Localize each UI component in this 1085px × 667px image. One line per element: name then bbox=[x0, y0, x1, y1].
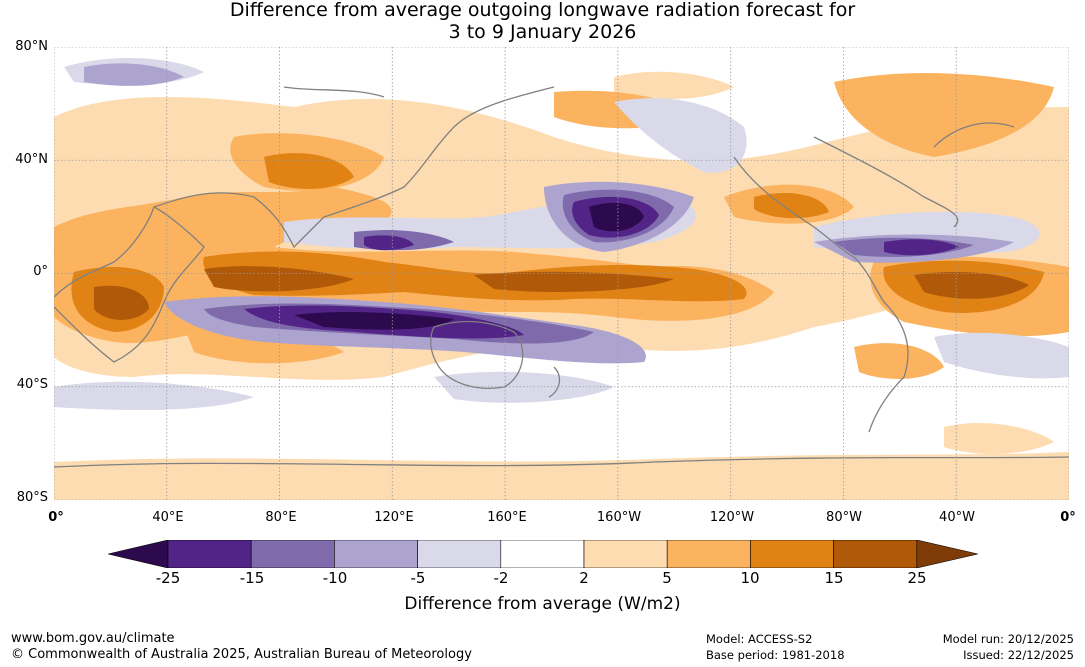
colorbar-segment-p10_p15 bbox=[750, 540, 834, 568]
colorbar-tick: -10 bbox=[322, 569, 348, 587]
colorbar bbox=[108, 540, 978, 568]
lon-label-160e: 160°E bbox=[487, 510, 527, 525]
colorbar-tick: -5 bbox=[410, 569, 426, 587]
lon-label-0-left: 0° bbox=[48, 510, 64, 525]
map-title-line-1: Difference from average outgoing longwav… bbox=[229, 0, 856, 21]
colorbar-tick: 10 bbox=[740, 569, 760, 587]
colorbar-arrow-low bbox=[108, 540, 169, 568]
map-title-line-2: 3 to 9 January 2026 bbox=[448, 21, 637, 43]
colorbar-segment-p5_p10 bbox=[666, 540, 751, 568]
colorbar-tick: -25 bbox=[155, 569, 181, 587]
colorbar-segment-p2_p5 bbox=[583, 540, 668, 568]
colorbar-segment-m15_m10 bbox=[250, 540, 335, 568]
colorbar-segment-p15_p25 bbox=[833, 540, 918, 568]
strong-negative-fields bbox=[204, 189, 974, 344]
lat-label-40n: 40°N bbox=[15, 152, 48, 167]
lon-label-120w: 120°W bbox=[709, 510, 755, 525]
model-run-date: Model run: 20/12/2025 bbox=[942, 632, 1074, 646]
colorbar-segment-m10_m5 bbox=[334, 540, 418, 568]
colorbar-segment-m2_p2 bbox=[500, 540, 585, 568]
lat-label-40s: 40°S bbox=[16, 377, 48, 392]
lat-label-80s: 80°S bbox=[16, 490, 48, 505]
lon-label-80e: 80°E bbox=[265, 510, 297, 525]
colorbar-tick: -15 bbox=[239, 569, 265, 587]
issued-date: Issued: 22/12/2025 bbox=[963, 648, 1074, 662]
colorbar-segment-m25_m15 bbox=[167, 540, 252, 568]
lon-label-160w: 160°W bbox=[596, 510, 642, 525]
lon-label-40w: 40°W bbox=[939, 510, 975, 525]
colorbar-title: Difference from average (W/m2) bbox=[404, 594, 681, 614]
lon-label-0-right: 0° bbox=[1060, 510, 1076, 525]
colorbar-tick: -2 bbox=[493, 569, 509, 587]
lon-label-80w: 80°W bbox=[826, 510, 862, 525]
lon-label-120e: 120°E bbox=[374, 510, 414, 525]
lon-label-40e: 40°E bbox=[152, 510, 184, 525]
colorbar-tick: 25 bbox=[907, 569, 927, 587]
lat-label-equator: 0° bbox=[33, 264, 48, 279]
olr-anomaly-map bbox=[54, 47, 1069, 500]
colorbar-segment-m5_m2 bbox=[417, 540, 502, 568]
graticule bbox=[54, 47, 1069, 500]
colorbar-tick: 5 bbox=[662, 569, 672, 587]
base-period: Base period: 1981-2018 bbox=[706, 648, 845, 662]
copyright-notice: © Commonwealth of Australia 2025, Austra… bbox=[11, 647, 472, 662]
colorbar-arrow-high bbox=[916, 540, 978, 568]
colorbar-tick: 2 bbox=[579, 569, 589, 587]
lat-label-80n: 80°N bbox=[15, 39, 48, 54]
model-name: Model: ACCESS-S2 bbox=[706, 632, 813, 646]
colorbar-tick: 15 bbox=[824, 569, 844, 587]
website-url[interactable]: www.bom.gov.au/climate bbox=[11, 631, 175, 646]
very-strong-positive-fields bbox=[94, 266, 1029, 320]
coastlines bbox=[54, 86, 1069, 468]
